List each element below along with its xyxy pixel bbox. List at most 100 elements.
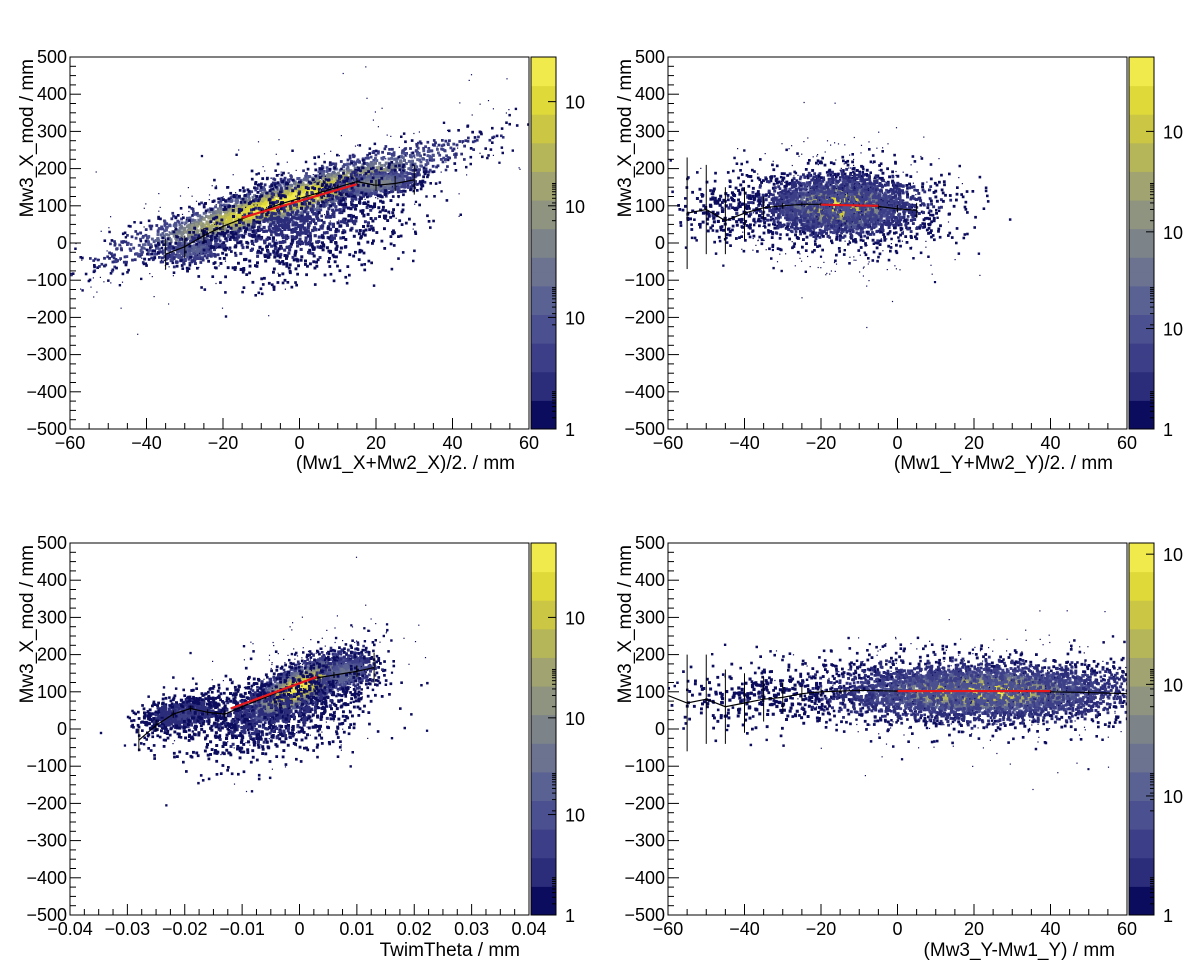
pad1-density-cell	[118, 243, 122, 247]
pad1-density-cell	[258, 204, 262, 208]
pad1-density-cell	[203, 237, 206, 240]
pad1-density-outlier	[169, 254, 171, 256]
pad1-density-cell	[428, 168, 432, 172]
pad1-density-cell	[326, 187, 330, 191]
pad1-density-cell	[336, 196, 340, 200]
pad1-density-cell	[292, 258, 296, 262]
pad1-density-cell	[441, 139, 444, 142]
pad1-density-cell	[284, 190, 288, 194]
pad1-density-cell	[457, 129, 460, 132]
pad1-density-cell	[344, 176, 347, 180]
pad1-density-cell	[308, 251, 312, 255]
pad1-density-outlier	[277, 272, 279, 274]
pad1-density-cell	[345, 221, 349, 225]
pad1-density-cell	[307, 190, 311, 194]
pad1-density-cell	[281, 233, 285, 237]
pad1-density-cell	[399, 190, 403, 194]
pad1-density-cell	[232, 236, 235, 240]
pad1-density-cell	[308, 216, 312, 221]
pad1-density-cell	[382, 205, 385, 209]
pad1-density-cell	[348, 191, 351, 195]
pad1-density-cell	[369, 167, 373, 171]
pad1-density-cell	[403, 189, 407, 193]
pad1-density-cell	[336, 264, 339, 268]
pad1-density-cell	[181, 251, 185, 255]
pad1-density-cell	[286, 245, 290, 249]
pad1-density-cell	[115, 247, 119, 250]
pad1-density-cell	[444, 139, 448, 143]
pad1-density-cell	[313, 266, 317, 270]
pad1-density-cell	[231, 233, 235, 237]
pad1-density-outlier	[275, 239, 277, 241]
pad1-density-outlier	[158, 193, 160, 195]
pad1-density-cell	[219, 203, 223, 207]
pad1-density-cell	[162, 243, 165, 247]
pad1-density-cell	[260, 182, 263, 186]
pad1-density-cell	[404, 140, 407, 144]
pad1-density-cell	[320, 167, 324, 171]
pad1-density-outlier	[221, 205, 223, 207]
pad1-density-cell	[191, 239, 195, 243]
pad1-density-cell	[237, 261, 240, 265]
pad1-density-cell	[147, 243, 151, 246]
pad1-density-cell	[412, 222, 416, 226]
pad1-colorbar-cell	[531, 314, 556, 330]
pad1-density-cell	[376, 187, 380, 191]
pad1-density-cell	[222, 216, 226, 220]
pad1-density-cell	[192, 232, 196, 236]
pad1-density-cell	[487, 154, 490, 157]
pad1-density-cell	[349, 192, 353, 196]
pad1-density-cell	[364, 172, 368, 175]
pad1-density-cell	[387, 157, 391, 161]
pad1-density-cell	[388, 187, 392, 191]
pad1-density-cell	[286, 182, 290, 186]
pad1-density-outlier	[164, 268, 167, 270]
pad1-density-cell	[385, 191, 389, 195]
pad1-xtick-label: −40	[131, 433, 162, 453]
pad1-density-cell	[341, 194, 345, 198]
pad1-density-cell	[422, 170, 426, 174]
pad1-density-cell	[180, 236, 184, 240]
pad1-density-outlier	[479, 103, 481, 105]
pad1-density-outlier	[343, 192, 345, 194]
pad1-density-cell	[380, 239, 384, 243]
pad1-density-cell	[280, 201, 284, 205]
pad1-density-cell	[328, 189, 332, 193]
pad1-density-outlier	[330, 150, 332, 152]
pad1-density-cell	[206, 234, 209, 238]
pad1-density-cell	[366, 184, 370, 188]
pad1-density-cell	[316, 182, 320, 186]
pad1-density-cell	[167, 248, 171, 252]
pad1-density-cell	[317, 239, 321, 243]
pad1-density-cell	[402, 149, 405, 152]
pad1-density-cell	[288, 271, 292, 275]
pad1-density-outlier	[204, 228, 206, 230]
pad1-density-cell	[407, 159, 411, 163]
pad1-density-cell	[241, 221, 245, 225]
pad1-density-cell	[145, 264, 148, 267]
pad1-density-cell	[192, 231, 195, 234]
pad1-density-cell	[270, 211, 274, 215]
pad1-density-cell	[172, 271, 176, 274]
pad1-density-cell	[330, 172, 334, 176]
pad1-density-cell	[122, 240, 125, 243]
pad1-density-cell	[301, 209, 305, 213]
pad1-density-cell	[219, 262, 223, 265]
pad1-density-cell	[467, 136, 470, 140]
pad1-density-cell	[239, 240, 243, 244]
pad1-density-cell	[231, 209, 235, 212]
pad1-density-cell	[248, 271, 251, 275]
pad1-density-cell	[224, 207, 228, 211]
pad1-density-cell	[363, 233, 367, 237]
pad1-density-cell	[402, 132, 406, 135]
pad1-density-cell	[326, 182, 330, 186]
pad1-density-cell	[362, 187, 366, 191]
pad1-density-outlier	[252, 244, 254, 246]
pad1-density-cell	[200, 243, 204, 247]
pad1-density-cell	[176, 249, 180, 253]
pad1-density-cell	[201, 241, 205, 245]
pad1-density-cell	[317, 170, 321, 174]
pad1-density-cell	[227, 219, 232, 223]
pad1-density-cell	[146, 252, 149, 256]
pad1-density-outlier	[215, 185, 217, 187]
